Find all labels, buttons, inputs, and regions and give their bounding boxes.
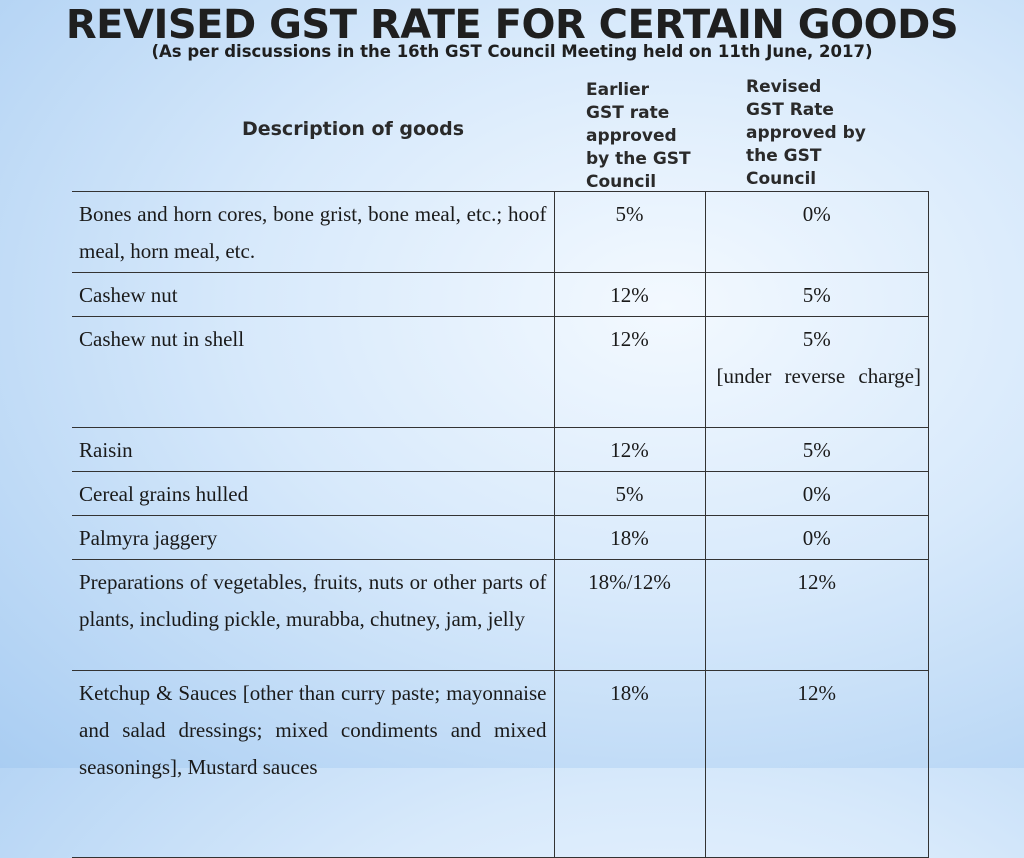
goods-description-cell: Cashew nut xyxy=(72,272,555,317)
column-header-description: Description of goods xyxy=(241,118,465,140)
table-row: Bones and horn cores, bone grist, bone m… xyxy=(72,191,929,273)
column-header-revised-rate: Revised GST Rate approved by the GST Cou… xyxy=(746,77,866,189)
reverse-charge-note: [under reverse charge] xyxy=(716,364,922,388)
goods-description-cell: Preparations of vegetables, fruits, nuts… xyxy=(72,559,555,671)
table-row: Cereal grains hulled 5% 0% xyxy=(72,471,929,516)
table-row: Preparations of vegetables, fruits, nuts… xyxy=(72,559,929,671)
earlier-rate-cell: 18%/12% xyxy=(553,559,706,671)
revised-rate-cell: 0% xyxy=(704,471,929,516)
gst-rate-table: Bones and horn cores, bone grist, bone m… xyxy=(72,191,929,858)
page-title: REVISED GST RATE FOR CERTAIN GOODS xyxy=(65,2,959,48)
earlier-rate-cell: 5% xyxy=(553,471,706,516)
table-row: Raisin 12% 5% xyxy=(72,427,929,472)
goods-description-cell: Ketchup & Sauces [other than curry paste… xyxy=(72,670,555,858)
earlier-rate-cell: 18% xyxy=(553,670,706,858)
table-row: Cashew nut 12% 5% xyxy=(72,272,929,317)
column-header-earlier-rate: Earlier GST rate approved by the GST Cou… xyxy=(586,80,691,192)
revised-rate-cell: 12% xyxy=(704,559,929,671)
earlier-rate-cell: 12% xyxy=(553,427,706,472)
page-subtitle: (As per discussions in the 16th GST Coun… xyxy=(151,42,873,61)
goods-description-cell: Cashew nut in shell xyxy=(72,316,555,428)
earlier-rate-cell: 5% xyxy=(553,191,706,273)
revised-rate-cell: 0% xyxy=(704,515,929,560)
earlier-rate-cell: 12% xyxy=(553,272,706,317)
table-row: Cashew nut in shell 12% 5% [under revers… xyxy=(72,316,929,428)
goods-description-cell: Cereal grains hulled xyxy=(72,471,555,516)
earlier-rate-cell: 18% xyxy=(553,515,706,560)
table-row: Palmyra jaggery 18% 0% xyxy=(72,515,929,560)
revised-rate-cell: 12% xyxy=(704,670,929,858)
goods-description-cell: Palmyra jaggery xyxy=(72,515,555,560)
revised-rate-cell: 0% xyxy=(704,191,929,273)
revised-rate-cell: 5% [under reverse charge] xyxy=(704,316,929,428)
goods-description-cell: Bones and horn cores, bone grist, bone m… xyxy=(72,191,555,273)
revised-rate-cell: 5% xyxy=(704,272,929,317)
goods-description-cell: Raisin xyxy=(72,427,555,472)
table-row: Ketchup & Sauces [other than curry paste… xyxy=(72,670,929,858)
earlier-rate-cell: 12% xyxy=(553,316,706,428)
revised-rate-cell: 5% xyxy=(704,427,929,472)
revised-rate-value: 5% xyxy=(802,327,831,351)
